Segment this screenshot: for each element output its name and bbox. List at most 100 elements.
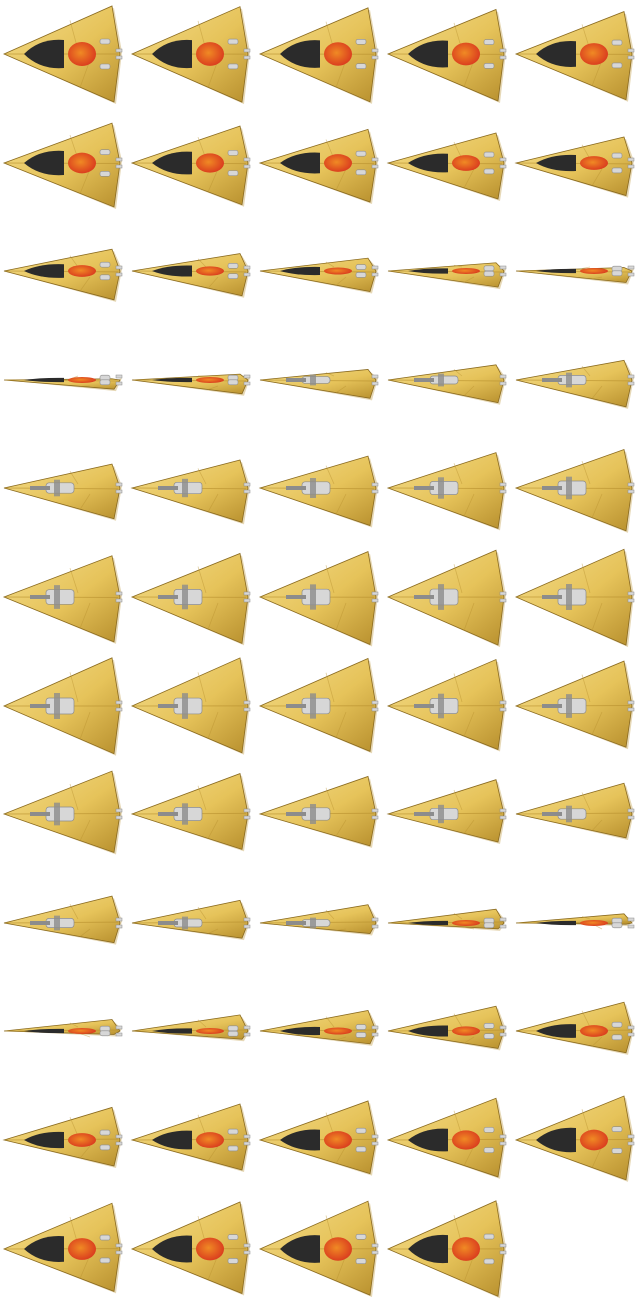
ship-icon [384,217,512,325]
ship-sprite-frame [512,1086,640,1194]
ship-sprite-frame [0,0,128,108]
ship-icon [0,652,128,760]
ship-icon [512,326,640,434]
ship-sprite-frame [384,326,512,434]
ship-sprite-frame [512,109,640,217]
ship-sprite-frame [384,869,512,977]
ship-sprite-frame [0,869,128,977]
ship-icon [0,869,128,977]
ship-sprite-frame [256,434,384,542]
ship-icon [0,434,128,542]
ship-icon [256,217,384,325]
ship-sprite-frame [256,1086,384,1194]
ship-sprite-frame [128,217,256,325]
ship-sprite-frame [128,760,256,868]
ship-sprite-frame [256,652,384,760]
ship-sprite-frame [128,977,256,1085]
ship-icon [256,1195,384,1303]
ship-sprite-frame [0,434,128,542]
ship-icon [256,326,384,434]
ship-icon [128,434,256,542]
ship-icon [128,217,256,325]
ship-sprite-frame [256,0,384,108]
ship-sprite-frame [256,760,384,868]
ship-icon [256,109,384,217]
ship-sprite-frame [128,326,256,434]
ship-icon [384,326,512,434]
ship-sprite-frame [128,109,256,217]
ship-icon [128,652,256,760]
ship-icon [256,869,384,977]
ship-icon [256,977,384,1085]
ship-icon [384,1086,512,1194]
ship-sprite-frame [128,434,256,542]
ship-icon [512,0,640,108]
ship-icon [128,109,256,217]
ship-sprite-frame [256,217,384,325]
ship-sprite-frame [256,109,384,217]
ship-icon [512,109,640,217]
ship-icon [384,543,512,651]
ship-sprite-frame [384,543,512,651]
ship-sprite-frame [128,1195,256,1303]
ship-icon [384,760,512,868]
ship-icon [256,543,384,651]
ship-sprite-frame [384,760,512,868]
ship-sprite-frame [256,543,384,651]
ship-sprite-frame [384,1086,512,1194]
ship-sprite-frame [384,434,512,542]
ship-sprite-frame [384,217,512,325]
ship-sprite-frame [512,0,640,108]
ship-icon [384,434,512,542]
ship-icon [0,0,128,108]
ship-icon [128,1086,256,1194]
ship-icon [512,760,640,868]
ship-icon [256,760,384,868]
ship-sprite-frame [384,977,512,1085]
ship-icon [384,977,512,1085]
ship-sprite-frame [384,0,512,108]
ship-sprite-frame [128,1086,256,1194]
ship-sprite-frame [384,1195,512,1303]
ship-icon [0,977,128,1085]
ship-sprite-frame [256,1195,384,1303]
ship-icon [384,109,512,217]
ship-icon [128,543,256,651]
ship-icon [0,1195,128,1303]
ship-sprite-frame [0,326,128,434]
ship-sprite-frame [128,869,256,977]
ship-icon [0,760,128,868]
ship-sprite-frame [512,977,640,1085]
ship-icon [128,326,256,434]
ship-sprite-frame [0,1195,128,1303]
ship-sprite-frame [256,326,384,434]
ship-icon [0,543,128,651]
ship-sprite-frame [512,652,640,760]
ship-sprite-frame [0,977,128,1085]
ship-sprite-frame [0,109,128,217]
ship-icon [512,434,640,542]
ship-icon [384,1195,512,1303]
ship-icon [128,0,256,108]
ship-icon [512,652,640,760]
ship-icon [256,1086,384,1194]
ship-icon [0,217,128,325]
ship-icon [512,1086,640,1194]
ship-sprite-frame [256,869,384,977]
ship-sprite-frame [512,434,640,542]
ship-sprite-frame [0,1086,128,1194]
ship-sprite-frame [0,543,128,651]
ship-sprite-frame [512,869,640,977]
ship-icon [512,869,640,977]
ship-icon [512,543,640,651]
ship-sprite-frame [384,109,512,217]
ship-sprite-frame [0,652,128,760]
ship-sprite-frame [128,652,256,760]
ship-icon [0,109,128,217]
ship-icon [384,0,512,108]
ship-sprite-frame [512,217,640,325]
ship-sprite-frame [384,652,512,760]
ship-icon [256,434,384,542]
ship-icon [256,0,384,108]
